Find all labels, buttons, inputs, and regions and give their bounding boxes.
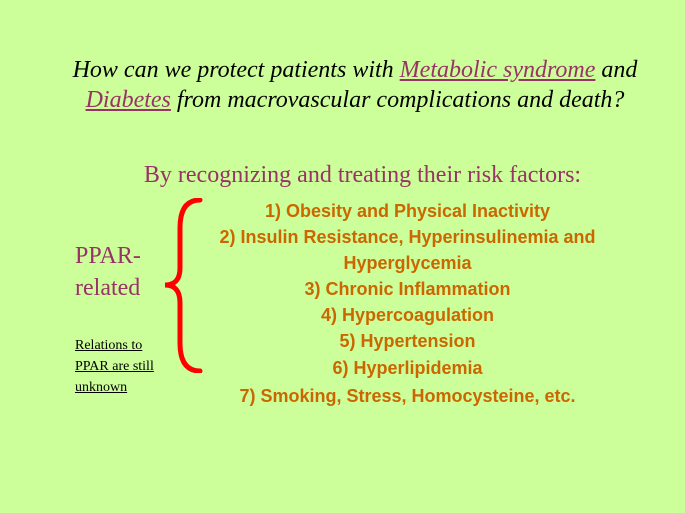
risk-item-4: 4) Hypercoagulation	[160, 302, 655, 328]
risk-item-7: 7) Smoking, Stress, Homocysteine, etc.	[160, 383, 655, 409]
risk-item-3: 3) Chronic Inflammation	[160, 276, 655, 302]
risk-item-2: 2) Insulin Resistance, Hyperinsulinemia …	[160, 224, 655, 276]
title-text-1: How can we protect patients with	[73, 57, 400, 83]
ppar-related-label: PPAR- related	[75, 240, 141, 305]
note-line3: unknown	[75, 380, 127, 395]
title-question: How can we protect patients with Metabol…	[65, 55, 645, 115]
title-link-diabetes: Diabetes	[86, 87, 171, 113]
subtitle: By recognizing and treating their risk f…	[80, 162, 645, 189]
risk-item-1: 1) Obesity and Physical Inactivity	[160, 198, 655, 224]
ppar-line1: PPAR-	[75, 243, 141, 269]
risk-factors-list: 1) Obesity and Physical Inactivity 2) In…	[160, 198, 655, 409]
title-text-3: from macrovascular complications and dea…	[171, 87, 625, 113]
title-text-2: and	[595, 57, 637, 83]
relations-note: Relations to PPAR are still unknown	[75, 335, 154, 398]
risk-item-5: 5) Hypertension	[160, 328, 655, 354]
note-line2: PPAR are still	[75, 359, 154, 374]
risk-item-6: 6) Hyperlipidemia	[160, 355, 655, 381]
title-link-metabolic: Metabolic syndrome	[400, 57, 596, 83]
note-line1: Relations to	[75, 338, 142, 353]
ppar-line2: related	[75, 275, 140, 301]
